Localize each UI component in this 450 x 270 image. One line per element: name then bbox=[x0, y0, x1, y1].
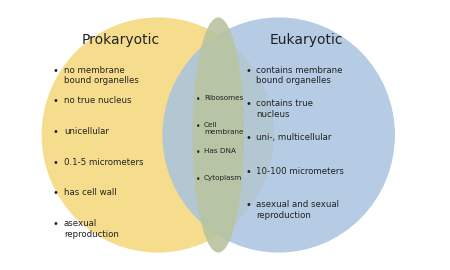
Text: Eukaryotic: Eukaryotic bbox=[270, 33, 343, 48]
Text: •: • bbox=[245, 200, 251, 210]
Text: 10-100 micrometers: 10-100 micrometers bbox=[256, 167, 344, 176]
Text: •: • bbox=[196, 148, 200, 157]
Text: •: • bbox=[53, 188, 59, 198]
Text: unicellular: unicellular bbox=[64, 127, 109, 136]
Text: •: • bbox=[53, 127, 59, 137]
Text: Ribosomes: Ribosomes bbox=[204, 95, 243, 101]
Text: no true nucleus: no true nucleus bbox=[64, 96, 131, 105]
Text: •: • bbox=[196, 95, 200, 104]
Text: contains membrane
bound organelles: contains membrane bound organelles bbox=[256, 66, 343, 85]
Text: •: • bbox=[53, 66, 59, 76]
Ellipse shape bbox=[42, 18, 274, 252]
Text: 0.1-5 micrometers: 0.1-5 micrometers bbox=[64, 158, 144, 167]
Text: contains true
nucleus: contains true nucleus bbox=[256, 99, 313, 119]
Text: •: • bbox=[53, 96, 59, 106]
Text: Cytoplasm: Cytoplasm bbox=[204, 175, 242, 181]
Text: •: • bbox=[245, 133, 251, 143]
Ellipse shape bbox=[162, 18, 395, 252]
Text: •: • bbox=[245, 66, 251, 76]
Text: •: • bbox=[53, 219, 59, 229]
Text: •: • bbox=[196, 175, 200, 184]
Text: asexual and sexual
reproduction: asexual and sexual reproduction bbox=[256, 200, 339, 220]
Text: no membrane
bound organelles: no membrane bound organelles bbox=[64, 66, 139, 85]
Text: has cell wall: has cell wall bbox=[64, 188, 117, 197]
Text: Prokaryotic: Prokaryotic bbox=[82, 33, 160, 48]
Text: Cell
membrane: Cell membrane bbox=[204, 122, 243, 135]
Text: •: • bbox=[53, 158, 59, 168]
Text: uni-, multicellular: uni-, multicellular bbox=[256, 133, 332, 142]
Text: •: • bbox=[245, 99, 251, 109]
Text: Has DNA: Has DNA bbox=[204, 148, 236, 154]
Text: •: • bbox=[245, 167, 251, 177]
Text: •: • bbox=[196, 122, 200, 131]
Text: asexual
reproduction: asexual reproduction bbox=[64, 219, 119, 239]
Ellipse shape bbox=[193, 18, 244, 252]
